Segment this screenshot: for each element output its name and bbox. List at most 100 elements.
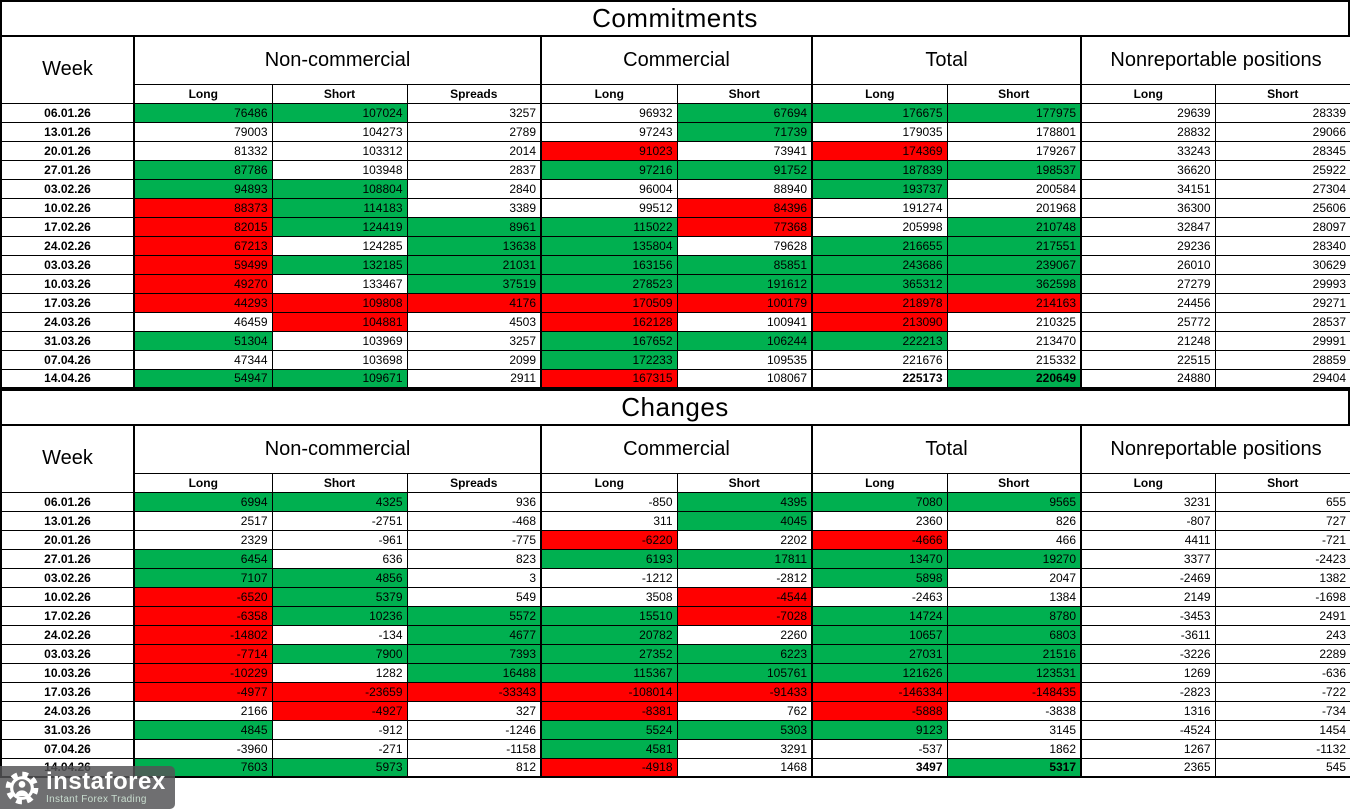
data-cell[interactable]: 91752: [676, 159, 813, 180]
data-cell[interactable]: -1246: [406, 719, 542, 740]
data-cell[interactable]: -108014: [540, 681, 678, 702]
data-cell[interactable]: 108067: [676, 368, 813, 389]
data-cell[interactable]: 2517: [133, 510, 273, 531]
data-cell[interactable]: 124285: [271, 235, 408, 256]
data-cell[interactable]: 2166: [133, 700, 273, 721]
data-cell[interactable]: 3291: [676, 738, 813, 759]
data-cell[interactable]: 636: [271, 548, 408, 569]
data-cell[interactable]: 3145: [946, 719, 1082, 740]
data-cell[interactable]: -912: [271, 719, 408, 740]
week-cell[interactable]: 07.04.26: [0, 349, 135, 370]
data-cell[interactable]: 84396: [676, 197, 813, 218]
data-cell[interactable]: 27352: [540, 643, 678, 664]
data-cell[interactable]: 28537: [1214, 311, 1350, 332]
data-cell[interactable]: 5317: [946, 757, 1082, 778]
data-cell[interactable]: 174369: [811, 140, 948, 161]
data-cell[interactable]: -4977: [133, 681, 273, 702]
data-cell[interactable]: 47344: [133, 349, 273, 370]
data-cell[interactable]: 311: [540, 510, 678, 531]
data-cell[interactable]: -721: [1214, 529, 1350, 550]
week-cell[interactable]: 14.04.26: [0, 368, 135, 389]
data-cell[interactable]: -8381: [540, 700, 678, 721]
data-cell[interactable]: 21248: [1080, 330, 1216, 351]
data-cell[interactable]: 28340: [1214, 235, 1350, 256]
week-cell[interactable]: 03.03.26: [0, 254, 135, 275]
data-cell[interactable]: 36300: [1080, 197, 1216, 218]
week-cell[interactable]: 20.01.26: [0, 140, 135, 161]
data-cell[interactable]: -807: [1080, 510, 1216, 531]
week-cell[interactable]: 31.03.26: [0, 719, 135, 740]
data-cell[interactable]: 3: [406, 567, 542, 588]
data-cell[interactable]: 103948: [271, 159, 408, 180]
data-cell[interactable]: 823: [406, 548, 542, 569]
data-cell[interactable]: 191612: [676, 273, 813, 294]
data-cell[interactable]: 200584: [946, 178, 1082, 199]
week-cell[interactable]: 13.01.26: [0, 510, 135, 531]
data-cell[interactable]: -23659: [271, 681, 408, 702]
data-cell[interactable]: 20782: [540, 624, 678, 645]
data-cell[interactable]: 3377: [1080, 548, 1216, 569]
data-cell[interactable]: -537: [811, 738, 948, 759]
data-cell[interactable]: 15510: [540, 605, 678, 626]
data-cell[interactable]: 167315: [540, 368, 678, 389]
week-cell[interactable]: 10.02.26: [0, 586, 135, 607]
week-cell[interactable]: 03.03.26: [0, 643, 135, 664]
data-cell[interactable]: 466: [946, 529, 1082, 550]
week-cell[interactable]: 17.02.26: [0, 216, 135, 237]
data-cell[interactable]: 1267: [1080, 738, 1216, 759]
data-cell[interactable]: 6803: [946, 624, 1082, 645]
data-cell[interactable]: 6193: [540, 548, 678, 569]
data-cell[interactable]: -3960: [133, 738, 273, 759]
data-cell[interactable]: 36620: [1080, 159, 1216, 180]
data-cell[interactable]: 936: [406, 491, 542, 512]
data-cell[interactable]: 29066: [1214, 121, 1350, 142]
data-cell[interactable]: -3611: [1080, 624, 1216, 645]
data-cell[interactable]: 163156: [540, 254, 678, 275]
data-cell[interactable]: -468: [406, 510, 542, 531]
data-cell[interactable]: 51304: [133, 330, 273, 351]
data-cell[interactable]: 54947: [133, 368, 273, 389]
data-cell[interactable]: -2823: [1080, 681, 1216, 702]
data-cell[interactable]: 549: [406, 586, 542, 607]
data-cell[interactable]: 67694: [676, 102, 813, 123]
data-cell[interactable]: 198537: [946, 159, 1082, 180]
data-cell[interactable]: 81332: [133, 140, 273, 161]
data-cell[interactable]: 5572: [406, 605, 542, 626]
data-cell[interactable]: 2329: [133, 529, 273, 550]
data-cell[interactable]: 16488: [406, 662, 542, 683]
data-cell[interactable]: 29991: [1214, 330, 1350, 351]
data-cell[interactable]: -5888: [811, 700, 948, 721]
data-cell[interactable]: 178801: [946, 121, 1082, 142]
data-cell[interactable]: 239067: [946, 254, 1082, 275]
data-cell[interactable]: 210325: [946, 311, 1082, 332]
data-cell[interactable]: 3231: [1080, 491, 1216, 512]
week-cell[interactable]: 24.03.26: [0, 700, 135, 721]
data-cell[interactable]: -2423: [1214, 548, 1350, 569]
data-cell[interactable]: 762: [676, 700, 813, 721]
data-cell[interactable]: 26010: [1080, 254, 1216, 275]
data-cell[interactable]: 2911: [406, 368, 542, 389]
data-cell[interactable]: 114183: [271, 197, 408, 218]
data-cell[interactable]: 28097: [1214, 216, 1350, 237]
data-cell[interactable]: 7080: [811, 491, 948, 512]
data-cell[interactable]: -148435: [946, 681, 1082, 702]
data-cell[interactable]: 103312: [271, 140, 408, 161]
data-cell[interactable]: -2463: [811, 586, 948, 607]
data-cell[interactable]: 106244: [676, 330, 813, 351]
data-cell[interactable]: -2469: [1080, 567, 1216, 588]
data-cell[interactable]: 365312: [811, 273, 948, 294]
data-cell[interactable]: 214163: [946, 292, 1082, 313]
data-cell[interactable]: 3257: [406, 330, 542, 351]
data-cell[interactable]: -4927: [271, 700, 408, 721]
data-cell[interactable]: 94893: [133, 178, 273, 199]
data-cell[interactable]: 5898: [811, 567, 948, 588]
data-cell[interactable]: 1316: [1080, 700, 1216, 721]
data-cell[interactable]: 44293: [133, 292, 273, 313]
data-cell[interactable]: 327: [406, 700, 542, 721]
week-cell[interactable]: 07.04.26: [0, 738, 135, 759]
data-cell[interactable]: 13470: [811, 548, 948, 569]
data-cell[interactable]: 2491: [1214, 605, 1350, 626]
data-cell[interactable]: 167652: [540, 330, 678, 351]
data-cell[interactable]: 88373: [133, 197, 273, 218]
data-cell[interactable]: 5379: [271, 586, 408, 607]
